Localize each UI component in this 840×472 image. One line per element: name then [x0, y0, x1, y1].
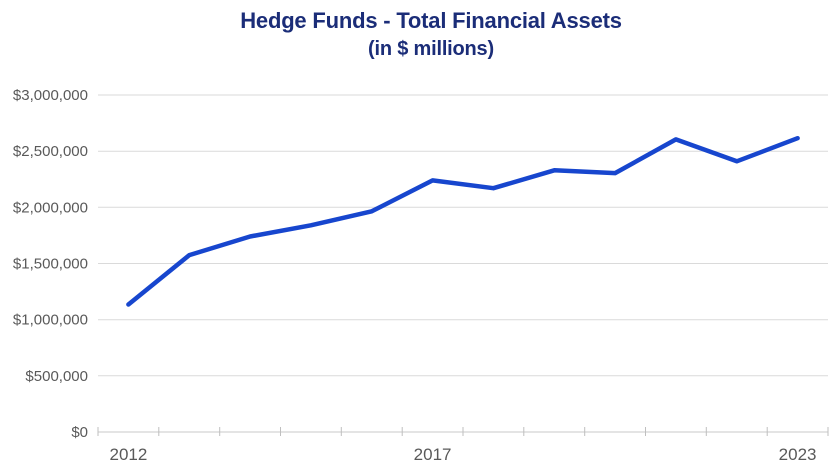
x-axis-label: 2012	[109, 445, 147, 464]
y-axis-label: $2,000,000	[13, 199, 88, 216]
y-axis-label: $3,000,000	[13, 87, 88, 104]
y-axis-label: $500,000	[25, 368, 88, 385]
x-axis-label: 2023	[779, 445, 817, 464]
y-axis-label: $1,000,000	[13, 312, 88, 329]
y-axis-label: $0	[71, 424, 88, 441]
y-axis-label: $1,500,000	[13, 256, 88, 273]
data-series-line	[126, 135, 800, 307]
chart-title-block: Hedge Funds - Total Financial Assets (in…	[25, 7, 837, 63]
y-axis-label: $2,500,000	[13, 143, 88, 160]
chart-title: Hedge Funds - Total Financial Assets	[240, 8, 622, 33]
chart-subtitle: (in $ millions)	[368, 38, 494, 60]
x-axis-label: 2017	[414, 445, 452, 464]
